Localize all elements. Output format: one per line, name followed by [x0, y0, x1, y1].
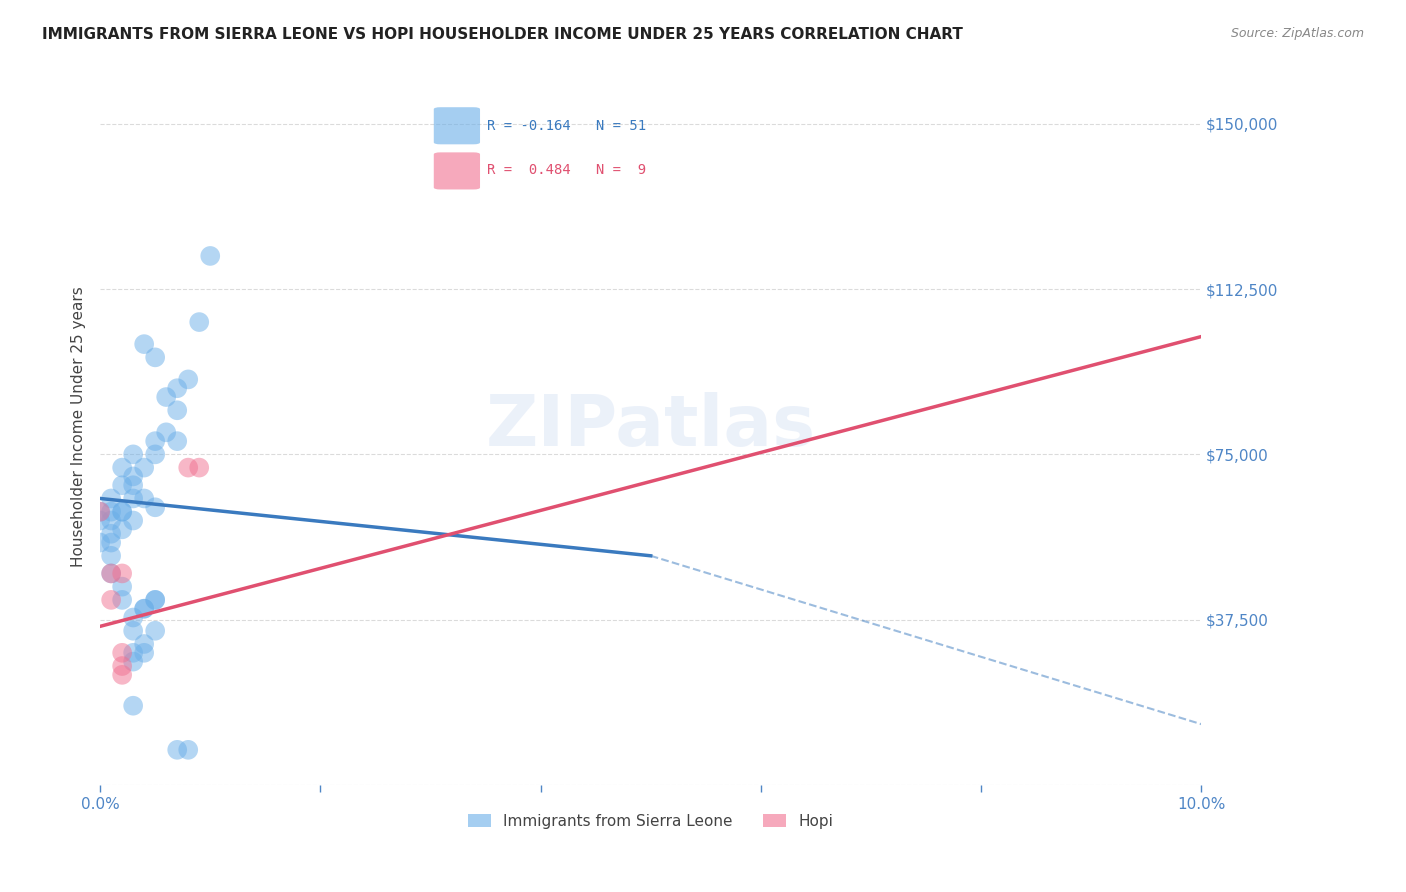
- Point: [122, 624, 145, 638]
- Point: [100, 505, 122, 519]
- Point: [111, 659, 134, 673]
- Point: [143, 434, 166, 449]
- Point: [89, 505, 111, 519]
- Point: [122, 646, 145, 660]
- Point: [200, 249, 222, 263]
- Point: [122, 447, 145, 461]
- Point: [111, 566, 134, 581]
- Point: [177, 372, 200, 386]
- Point: [166, 743, 188, 757]
- Point: [143, 624, 166, 638]
- Point: [155, 390, 177, 404]
- Point: [166, 403, 188, 417]
- Point: [100, 566, 122, 581]
- Point: [100, 514, 122, 528]
- Text: ZIPatlas: ZIPatlas: [485, 392, 815, 461]
- Point: [111, 580, 134, 594]
- Text: IMMIGRANTS FROM SIERRA LEONE VS HOPI HOUSEHOLDER INCOME UNDER 25 YEARS CORRELATI: IMMIGRANTS FROM SIERRA LEONE VS HOPI HOU…: [42, 27, 963, 42]
- Point: [122, 514, 145, 528]
- Point: [122, 491, 145, 506]
- Point: [122, 655, 145, 669]
- Point: [100, 549, 122, 563]
- Point: [166, 381, 188, 395]
- Point: [100, 491, 122, 506]
- Point: [89, 514, 111, 528]
- Point: [100, 566, 122, 581]
- Point: [143, 593, 166, 607]
- Point: [134, 646, 156, 660]
- Point: [100, 535, 122, 549]
- Point: [89, 505, 111, 519]
- Point: [111, 668, 134, 682]
- Point: [177, 460, 200, 475]
- Point: [188, 460, 211, 475]
- Point: [100, 526, 122, 541]
- Text: Source: ZipAtlas.com: Source: ZipAtlas.com: [1230, 27, 1364, 40]
- Point: [155, 425, 177, 440]
- Point: [89, 535, 111, 549]
- Point: [134, 491, 156, 506]
- Point: [134, 637, 156, 651]
- Point: [134, 460, 156, 475]
- Point: [134, 601, 156, 615]
- Point: [134, 601, 156, 615]
- Point: [188, 315, 211, 329]
- Point: [143, 447, 166, 461]
- Point: [122, 610, 145, 624]
- Point: [177, 743, 200, 757]
- Point: [100, 593, 122, 607]
- Point: [111, 478, 134, 492]
- Point: [111, 460, 134, 475]
- Y-axis label: Householder Income Under 25 years: Householder Income Under 25 years: [72, 286, 86, 567]
- Point: [122, 698, 145, 713]
- Point: [143, 500, 166, 515]
- Point: [111, 522, 134, 536]
- Point: [111, 505, 134, 519]
- Legend: Immigrants from Sierra Leone, Hopi: Immigrants from Sierra Leone, Hopi: [463, 807, 839, 835]
- Point: [122, 469, 145, 483]
- Point: [134, 337, 156, 351]
- Point: [111, 593, 134, 607]
- Point: [122, 478, 145, 492]
- Point: [111, 505, 134, 519]
- Point: [166, 434, 188, 449]
- Point: [143, 351, 166, 365]
- Point: [143, 593, 166, 607]
- Point: [111, 646, 134, 660]
